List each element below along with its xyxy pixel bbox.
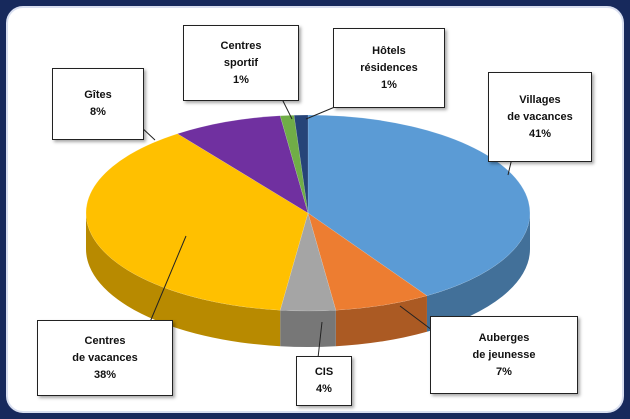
category-label: Hôtels résidences	[360, 44, 418, 74]
value-label: 8%	[90, 106, 106, 118]
pie-slice	[307, 114, 531, 297]
pie-slice	[307, 212, 428, 311]
category-label: Gîtes	[84, 89, 112, 101]
value-label: 41%	[528, 127, 552, 140]
category-label: Centres de vacances	[72, 334, 138, 364]
category-label: CIS	[314, 366, 334, 378]
pie-tops	[85, 114, 531, 312]
callout: Centres sportif 1%	[183, 25, 299, 101]
value-label: 38%	[93, 368, 117, 381]
leader-line	[317, 321, 323, 359]
leader-line	[281, 98, 293, 120]
callout: Hôtels résidences 1%	[333, 28, 445, 108]
callout: CIS 4%	[296, 356, 352, 406]
callout: Auberges de jeunesse 7%	[430, 316, 578, 394]
callout: Villages de vacances 41%	[488, 72, 592, 162]
pie-sides	[86, 213, 530, 347]
leader-line	[399, 305, 433, 331]
pie-slice	[176, 115, 309, 214]
pie-slice	[85, 133, 309, 311]
pie-slice	[279, 212, 337, 312]
value-label: 7%	[496, 365, 512, 378]
value-label: 4%	[316, 383, 332, 395]
leader-line	[149, 235, 187, 323]
callout: Gîtes 8%	[52, 68, 144, 140]
pie-side	[280, 310, 336, 347]
pie-slice	[279, 114, 309, 214]
category-label: Villages de vacances	[507, 93, 573, 123]
callout: Centres de vacances 38%	[37, 320, 173, 396]
pie-side	[86, 213, 281, 347]
value-label: 1%	[381, 78, 397, 91]
value-label: 1%	[233, 73, 249, 86]
pie-slice	[293, 114, 309, 214]
pie-side	[335, 295, 427, 347]
pie-side	[426, 213, 530, 332]
category-label: Auberges de jeunesse	[472, 331, 536, 361]
category-label: Centres sportif	[220, 39, 262, 69]
